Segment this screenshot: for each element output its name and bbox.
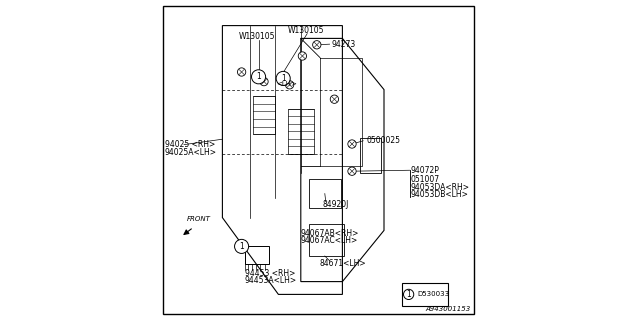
- Text: 84671<LH>: 84671<LH>: [320, 260, 367, 268]
- Text: 1: 1: [239, 242, 244, 251]
- Text: 94072P: 94072P: [410, 166, 439, 175]
- Text: 94025A<LH>: 94025A<LH>: [165, 148, 217, 157]
- Text: 051007: 051007: [410, 175, 440, 184]
- Circle shape: [276, 71, 291, 85]
- Bar: [245, 246, 269, 264]
- Text: D530033: D530033: [417, 292, 449, 297]
- Bar: [288, 109, 314, 154]
- Text: 94067AC<LH>: 94067AC<LH>: [301, 236, 358, 245]
- Text: W130105: W130105: [239, 32, 275, 41]
- Bar: [309, 224, 344, 256]
- Bar: [360, 138, 381, 173]
- Circle shape: [330, 95, 339, 103]
- Text: 1: 1: [406, 290, 411, 299]
- Text: 94053DA<RH>: 94053DA<RH>: [410, 183, 469, 192]
- Text: 1: 1: [256, 72, 261, 81]
- Text: 0500025: 0500025: [366, 136, 401, 145]
- Circle shape: [285, 81, 294, 89]
- Circle shape: [348, 167, 356, 175]
- Circle shape: [252, 70, 266, 84]
- Circle shape: [235, 239, 248, 253]
- Circle shape: [312, 41, 321, 49]
- Text: W130105: W130105: [288, 26, 324, 35]
- Bar: [253, 96, 275, 134]
- Text: 94453 <RH>: 94453 <RH>: [245, 269, 295, 278]
- Text: 1: 1: [281, 74, 285, 83]
- Text: 94273: 94273: [332, 40, 355, 49]
- Bar: [402, 283, 448, 306]
- Text: 94453A<LH>: 94453A<LH>: [245, 276, 297, 285]
- Text: FRONT: FRONT: [187, 216, 211, 222]
- Text: 94025 <RH>: 94025 <RH>: [165, 140, 215, 149]
- Text: 94053DB<LH>: 94053DB<LH>: [410, 190, 468, 199]
- Circle shape: [348, 140, 356, 148]
- Text: A943001153: A943001153: [425, 306, 470, 312]
- Circle shape: [404, 289, 414, 300]
- Circle shape: [260, 77, 268, 86]
- Text: 84920J: 84920J: [323, 200, 349, 209]
- Circle shape: [298, 52, 307, 60]
- Bar: [309, 179, 341, 208]
- Circle shape: [237, 68, 246, 76]
- Text: 94067AB<RH>: 94067AB<RH>: [301, 229, 359, 238]
- Text: <LH>: <LH>: [276, 81, 297, 87]
